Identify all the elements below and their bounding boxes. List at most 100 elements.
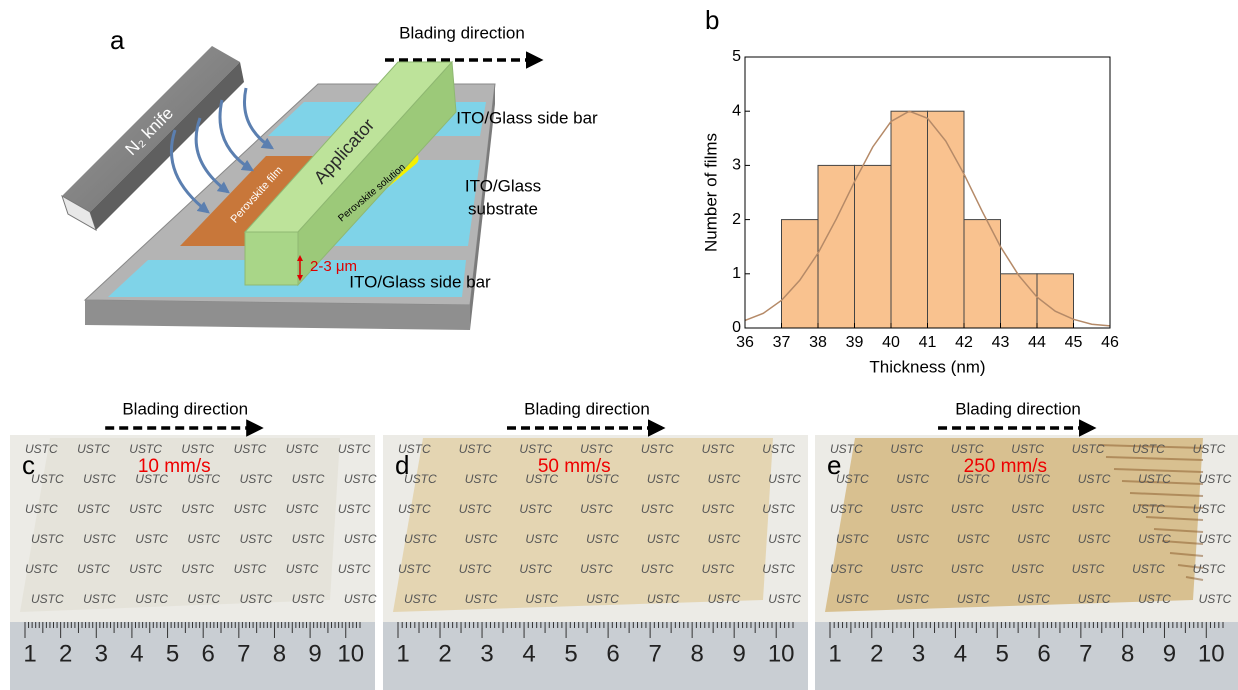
bar [782,220,819,328]
watermark: USTC [708,592,741,606]
substrate-label: ITO/Glass [465,176,541,195]
ruler-label: 5 [564,640,577,667]
watermark: USTC [836,592,869,606]
y-tick-label: 0 [732,319,741,336]
speed-label: 250 mm/s [964,456,1047,477]
panel-label: a [110,25,125,55]
watermark: USTC [702,502,735,516]
ruler-label: 9 [308,640,321,667]
watermark: USTC [702,442,735,456]
speed-label: 50 mm/s [538,456,611,477]
watermark: USTC [1132,442,1165,456]
watermark: USTC [398,502,431,516]
watermark: USTC [519,502,552,516]
ruler-label: 4 [954,640,967,667]
watermark: USTC [83,592,116,606]
watermark: USTC [641,562,674,576]
y-tick-label: 3 [732,157,741,174]
watermark: USTC [459,562,492,576]
watermark: USTC [1011,502,1044,516]
watermark: USTC [951,442,984,456]
direction-label: Blading direction [524,399,650,418]
ruler-label: 1 [23,640,36,667]
watermark: USTC [1193,562,1226,576]
ruler-label: 8 [1121,640,1134,667]
ruler-label: 2 [59,640,72,667]
photo: USTC USTC USTC USTC USTC USTC USTC USTC USTC USTC… [383,435,808,690]
ruler-label: 7 [648,640,661,667]
side-bar-label: ITO/Glass side bar [456,108,598,127]
watermark: USTC [951,502,984,516]
watermark: USTC [25,502,58,516]
page: a Blading direction N₂ knife Applicator … [0,0,1238,690]
watermark: USTC [240,532,273,546]
watermark: USTC [240,592,273,606]
watermark: USTC [338,562,371,576]
watermark: USTC [181,502,214,516]
ruler-label: 10 [1198,640,1225,667]
watermark: USTC [580,442,613,456]
watermark: USTC [187,532,220,546]
watermark: USTC [830,562,863,576]
watermark: USTC [292,592,325,606]
watermark: USTC [1138,532,1171,546]
watermark: USTC [647,592,680,606]
watermark: USTC [519,562,552,576]
watermark: USTC [465,592,498,606]
watermark: USTC [187,592,220,606]
watermark: USTC [1017,592,1050,606]
watermark: USTC [398,562,431,576]
watermark: USTC [129,502,162,516]
applicator-front [245,232,298,285]
watermark: USTC [1072,442,1105,456]
watermark: USTC [957,592,990,606]
watermark: USTC [525,592,558,606]
bar [818,165,855,328]
x-tick-label: 38 [809,334,827,351]
watermark: USTC [890,562,923,576]
ruler-label: 10 [768,640,795,667]
watermark: USTC [77,442,110,456]
speed-label: 10 mm/s [138,456,211,477]
watermark: USTC [83,532,116,546]
x-tick-label: 39 [846,334,864,351]
watermark: USTC [286,562,319,576]
y-tick-label: 1 [732,265,741,282]
ruler-label: 10 [337,640,364,667]
y-axis-label: Number of films [701,133,720,252]
panel-a: a Blading direction N₂ knife Applicator … [62,23,598,330]
ruler-label: 8 [273,640,286,667]
watermark: USTC [1132,562,1165,576]
watermark: USTC [234,562,267,576]
ruler-label: 4 [522,640,535,667]
x-tick-label: 36 [736,334,754,351]
watermark: USTC [957,532,990,546]
watermark: USTC [344,532,377,546]
watermark: USTC [768,532,801,546]
ruler-label: 6 [606,640,619,667]
watermark: USTC [1193,442,1226,456]
watermark: USTC [292,472,325,486]
watermark: USTC [708,472,741,486]
watermark: USTC [286,502,319,516]
watermark: USTC [1072,502,1105,516]
ruler-label: 2 [870,640,883,667]
watermark: USTC [338,442,371,456]
watermark: USTC [830,502,863,516]
watermark: USTC [1193,502,1226,516]
watermark: USTC [234,442,267,456]
watermark: USTC [1011,442,1044,456]
watermark: USTC [292,532,325,546]
ruler-label: 7 [1079,640,1092,667]
watermark: USTC [181,562,214,576]
x-tick-label: 42 [955,334,973,351]
watermark: USTC [586,532,619,546]
panel-label: c [22,450,35,480]
y-tick-label: 5 [732,48,741,65]
bar [891,111,928,328]
watermark: USTC [459,502,492,516]
watermark: USTC [1072,562,1105,576]
ruler-label: 1 [828,640,841,667]
ruler-label: 3 [912,640,925,667]
side-bar-label: ITO/Glass side bar [349,272,491,291]
